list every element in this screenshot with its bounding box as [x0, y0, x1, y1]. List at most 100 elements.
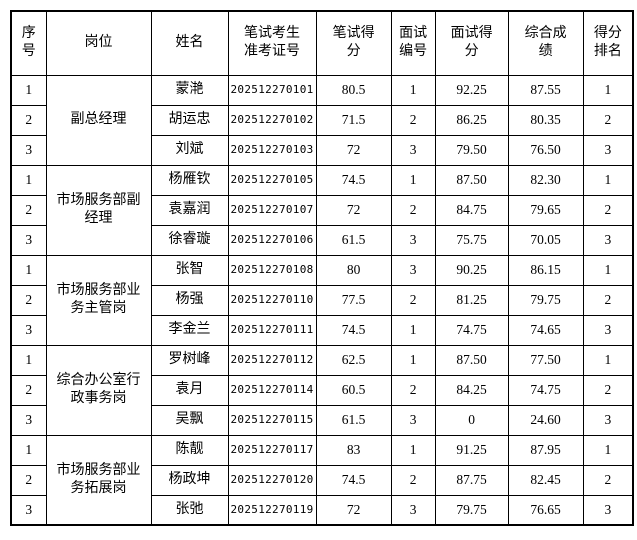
ticket-cell: 202512270105	[227, 164, 317, 196]
table-row: 3 吴飘 202512270115 61.5 3 0 24.60 3	[10, 404, 634, 436]
ticket-cell: 202512270110	[227, 284, 317, 316]
rank-cell: 3	[582, 134, 634, 166]
position-cell: 市场服务部业 务主管岗	[45, 254, 152, 346]
table-row: 3 张弛 202512270119 72 3 79.75 76.65 3	[10, 494, 634, 526]
position-cell: 市场服务部业 务拓展岗	[45, 434, 152, 526]
seq-cell: 3	[10, 134, 47, 166]
interview-no-cell: 2	[390, 284, 436, 316]
interview-no-cell: 2	[390, 374, 436, 406]
written-score-cell: 71.5	[315, 104, 392, 136]
written-score-cell: 77.5	[315, 284, 392, 316]
written-score-cell: 83	[315, 434, 392, 466]
column-header-1: 岗位	[45, 10, 152, 76]
position-cell: 市场服务部副 经理	[45, 164, 152, 256]
name-cell: 徐睿璇	[150, 224, 229, 256]
interview-score-cell: 81.25	[434, 284, 509, 316]
table-row: 1 市场服务部业 务拓展岗 陈靓 202512270117 83 1 91.25 87.95 1	[10, 434, 634, 526]
table-row: 2 袁月 202512270114 60.5 2 84.25 74.75 2	[10, 374, 634, 406]
seq-cell: 1	[10, 344, 47, 376]
table-row: 2 杨强 202512270110 77.5 2 81.25 79.75 2	[10, 284, 634, 316]
interview-score-cell: 90.25	[434, 254, 509, 286]
interview-no-cell: 1	[390, 164, 436, 196]
total-score-cell: 82.45	[507, 464, 584, 496]
column-header-6: 面试得 分	[434, 10, 509, 76]
interview-score-cell: 79.50	[434, 134, 509, 166]
name-cell: 李金兰	[150, 314, 229, 346]
column-header-5: 面试 编号	[390, 10, 436, 76]
interview-score-cell: 79.75	[434, 494, 509, 526]
interview-score-cell: 87.75	[434, 464, 509, 496]
table-row: 1 综合办公室行 政事务岗 罗树峰 202512270112 62.5 1 87.50 77.…	[10, 344, 634, 436]
total-score-cell: 82.30	[507, 164, 584, 196]
ticket-cell: 202512270101	[227, 74, 317, 106]
total-score-cell: 76.50	[507, 134, 584, 166]
table-row: 2 袁嘉润 202512270107 72 2 84.75 79.65 2	[10, 194, 634, 226]
interview-no-cell: 3	[390, 224, 436, 256]
ticket-cell: 202512270115	[227, 404, 317, 436]
rank-cell: 1	[582, 164, 634, 196]
total-score-cell: 87.95	[507, 434, 584, 466]
total-score-cell: 74.75	[507, 374, 584, 406]
rank-cell: 3	[582, 224, 634, 256]
name-cell: 杨强	[150, 284, 229, 316]
interview-no-cell: 3	[390, 254, 436, 286]
ticket-cell: 202512270112	[227, 344, 317, 376]
rank-cell: 2	[582, 194, 634, 226]
seq-cell: 1	[10, 254, 47, 286]
rank-cell: 3	[582, 494, 634, 526]
total-score-cell: 77.50	[507, 344, 584, 376]
rank-cell: 2	[582, 104, 634, 136]
table-row: 2 杨政坤 202512270120 74.5 2 87.75 82.45 2	[10, 464, 634, 496]
name-cell: 胡运忠	[150, 104, 229, 136]
name-cell: 陈靓	[150, 434, 229, 466]
ticket-cell: 202512270108	[227, 254, 317, 286]
seq-cell: 3	[10, 314, 47, 346]
ticket-cell: 202512270107	[227, 194, 317, 226]
column-header-0: 序 号	[10, 10, 47, 76]
exam-results-table: 序 号岗位 姓名 笔试考生 准考证号 笔试得 分面试 编号 面试得 分综合成 绩得分 排…	[10, 10, 635, 526]
ticket-cell: 202512270106	[227, 224, 317, 256]
total-score-cell: 70.05	[507, 224, 584, 256]
total-score-cell: 79.65	[507, 194, 584, 226]
rank-cell: 3	[582, 404, 634, 436]
interview-no-cell: 3	[390, 494, 436, 526]
name-cell: 杨政坤	[150, 464, 229, 496]
interview-score-cell: 91.25	[434, 434, 509, 466]
name-cell: 蒙滟	[150, 74, 229, 106]
interview-no-cell: 2	[390, 194, 436, 226]
total-score-cell: 80.35	[507, 104, 584, 136]
ticket-cell: 202512270119	[227, 494, 317, 526]
name-cell: 张弛	[150, 494, 229, 526]
seq-cell: 2	[10, 464, 47, 496]
interview-no-cell: 1	[390, 314, 436, 346]
written-score-cell: 74.5	[315, 314, 392, 346]
rank-cell: 2	[582, 374, 634, 406]
interview-no-cell: 1	[390, 74, 436, 106]
written-score-cell: 72	[315, 134, 392, 166]
seq-cell: 2	[10, 374, 47, 406]
interview-no-cell: 2	[390, 104, 436, 136]
written-score-cell: 74.5	[315, 464, 392, 496]
interview-score-cell: 84.75	[434, 194, 509, 226]
interview-score-cell: 84.25	[434, 374, 509, 406]
rank-cell: 2	[582, 464, 634, 496]
table-row: 1 副总经理 蒙滟 202512270101 80.5 1 92.25 87.55 1	[10, 74, 634, 166]
written-score-cell: 80	[315, 254, 392, 286]
column-header-3: 笔试考生 准考证号	[227, 10, 317, 76]
ticket-cell: 202512270120	[227, 464, 317, 496]
seq-cell: 3	[10, 404, 47, 436]
column-header-4: 笔试得 分	[315, 10, 392, 76]
written-score-cell: 62.5	[315, 344, 392, 376]
name-cell: 罗树峰	[150, 344, 229, 376]
column-header-2: 姓名	[150, 10, 229, 76]
name-cell: 袁月	[150, 374, 229, 406]
total-score-cell: 86.15	[507, 254, 584, 286]
interview-no-cell: 2	[390, 464, 436, 496]
interview-score-cell: 92.25	[434, 74, 509, 106]
rank-cell: 1	[582, 74, 634, 106]
position-cell: 综合办公室行 政事务岗	[45, 344, 152, 436]
total-score-cell: 76.65	[507, 494, 584, 526]
interview-score-cell: 75.75	[434, 224, 509, 256]
written-score-cell: 72	[315, 194, 392, 226]
column-header-7: 综合成 绩	[507, 10, 584, 76]
